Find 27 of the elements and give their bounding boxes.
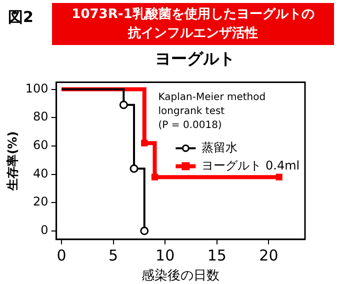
annotation: Kaplan-Meier method <box>158 92 266 103</box>
x-tick-label: 5 <box>108 246 118 264</box>
y-tick-label: 40 <box>33 166 48 180</box>
chart-title: 1073R-1乳酸菌を使用したヨーグルトの抗インフルエンザ活性 <box>52 3 334 45</box>
legend-label: 蒸留水 <box>202 140 238 154</box>
point <box>140 226 149 236</box>
x-tick-label: 20 <box>259 246 278 264</box>
y-tick-label: 60 <box>33 138 48 152</box>
annotation: longrank test <box>158 106 225 117</box>
point <box>141 140 148 146</box>
y-tick-label: 20 <box>33 194 48 209</box>
caption: 図2 <box>8 8 34 27</box>
y-axis-title: 生存率(%) <box>5 131 20 192</box>
x-axis-title: 感染後の日数 <box>142 268 220 284</box>
point <box>119 100 128 110</box>
x-tick-label: 10 <box>156 246 175 264</box>
annotation: (P = 0.0018) <box>158 120 222 131</box>
legend-label: ヨーグルト 0.4ml <box>202 158 300 172</box>
point <box>130 164 138 173</box>
chart-subtitle: ヨーグルト <box>154 49 236 70</box>
y-tick-label: 80 <box>33 110 48 124</box>
point <box>276 174 282 180</box>
point <box>151 174 158 180</box>
x-tick-label: 15 <box>207 246 226 264</box>
y-tick-label: 100 <box>25 81 48 96</box>
y-tick-label: 0 <box>40 223 48 238</box>
x-tick-label: 0 <box>56 246 66 264</box>
